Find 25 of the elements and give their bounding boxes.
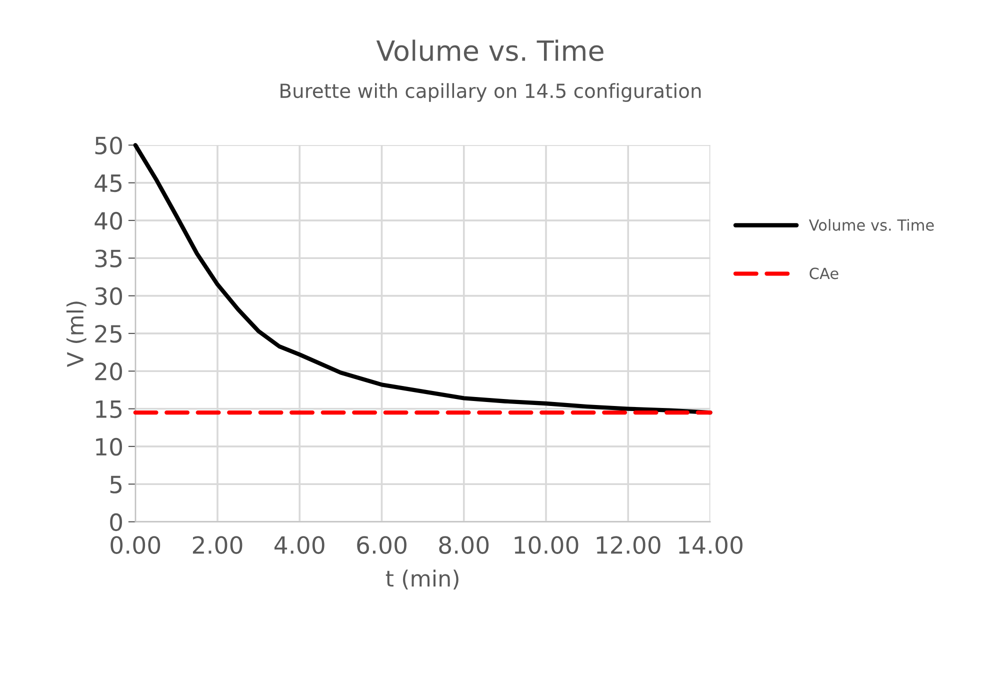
legend-label: Volume vs. Time [808,218,934,231]
x-tick-label: 0.00 [110,536,160,554]
chart-title: Volume vs. Time [376,40,604,62]
x-tick-label: 14.00 [679,536,742,554]
y-tick-label: 45 [94,174,122,192]
x-tick-label: 4.00 [274,536,324,554]
y-tick-label: 0 [110,513,122,532]
chart-subtitle: Burette with capillary on 14.5 configuration [280,83,701,102]
y-tick-label: 25 [95,324,122,343]
y-tick-label: 15 [96,400,122,418]
x-tick-label: 2.00 [192,536,242,554]
x-tick-label: 10.00 [514,536,578,554]
y-tick-label: 50 [95,136,122,154]
x-tick-label: 12.00 [596,536,660,554]
y-tick-label: 30 [95,287,122,306]
y-tick-label: 40 [94,212,122,230]
legend-label: CAe [810,268,838,280]
y-tick-label: 35 [95,250,122,268]
x-axis-title: t (min) [386,570,458,590]
y-tick-label: 10 [96,438,122,456]
x-tick-label: 6.00 [357,536,406,554]
x-tick-label: 8.00 [439,536,489,554]
y-tick-label: 20 [95,362,122,380]
y-axis-title: V (ml) [66,302,86,367]
y-tick-label: 5 [110,476,122,494]
